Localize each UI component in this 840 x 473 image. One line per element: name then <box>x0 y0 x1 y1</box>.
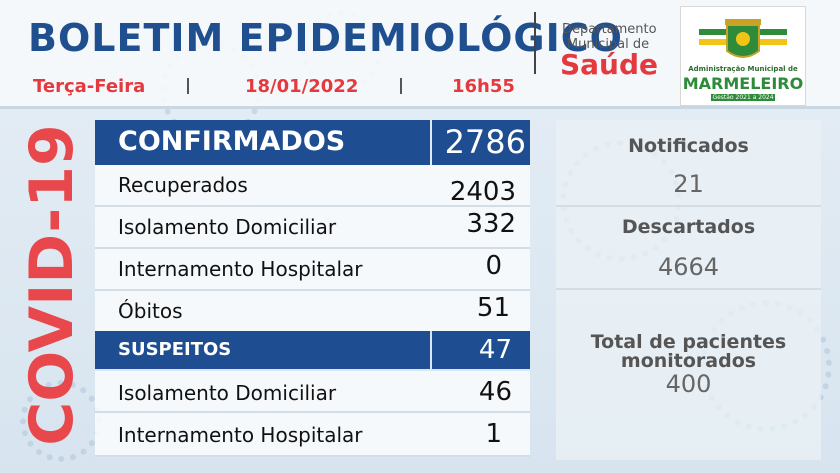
logo-text-1: Administração Municipal de <box>688 65 798 73</box>
weekday-label: Terça-Feira <box>33 76 146 97</box>
confirmados-header: CONFIRMADOS <box>95 120 430 165</box>
row-label: Internamento Hospitalar <box>118 423 363 447</box>
descartados-value: 4664 <box>657 253 720 281</box>
monitorados-label-line-1: Total de pacientes <box>590 331 787 353</box>
logo-text-3: Gestão 2021 a 2024 <box>711 94 775 101</box>
row-label: Isolamento Domiciliar <box>118 215 337 239</box>
suspeitos-label: SUSPEITOS <box>118 339 232 360</box>
page-title: BOLETIM EPIDEMIOLÓGICO <box>28 16 623 60</box>
confirmados-value: 2786 <box>432 120 530 165</box>
department-line-2: Municipal de <box>566 37 650 52</box>
table-row: Internamento Hospitalar 1 <box>95 413 530 457</box>
monitorados-label-line-2: monitorados <box>620 350 757 372</box>
table-row: Recuperados 2403 <box>95 165 530 207</box>
time-label: 16h55 <box>452 76 515 97</box>
row-label: Óbitos <box>118 299 183 323</box>
row-label: Isolamento Domiciliar <box>118 381 337 405</box>
department-name: Saúde <box>560 48 659 81</box>
row-value: 51 <box>476 293 510 323</box>
suspeitos-value: 47 <box>432 331 530 369</box>
panel-divider <box>556 288 821 290</box>
covid-side-label: COVID-19 <box>17 124 87 446</box>
notificados-value: 21 <box>673 170 704 198</box>
suspeitos-header: SUSPEITOS <box>95 331 430 369</box>
department-label: Departamento Municipal de <box>562 22 657 52</box>
row-label: Internamento Hospitalar <box>118 257 363 281</box>
table-row: Óbitos 51 <box>95 291 530 333</box>
row-value: 1 <box>485 419 502 449</box>
monitorados-value: 400 <box>665 370 712 398</box>
table-row: Isolamento Domiciliar 332 <box>95 207 530 249</box>
row-value: 0 <box>485 251 502 281</box>
descartados-label: Descartados <box>621 216 756 238</box>
coat-of-arms-icon <box>699 19 787 58</box>
separator <box>400 78 402 94</box>
table-row: Internamento Hospitalar 0 <box>95 249 530 291</box>
header-divider <box>0 106 840 109</box>
row-value: 332 <box>466 209 516 239</box>
department-line-1: Departamento <box>562 22 657 37</box>
table-row: Isolamento Domiciliar 46 <box>95 371 530 413</box>
row-value: 46 <box>478 377 512 407</box>
logo-text-2: MARMELEIRO <box>682 74 804 93</box>
row-value: 2403 <box>449 177 516 207</box>
separator <box>187 78 189 94</box>
municipal-logo: Administração Municipal de MARMELEIRO Ge… <box>680 6 806 106</box>
confirmados-label: CONFIRMADOS <box>118 126 346 157</box>
notificados-label: Notificados <box>628 135 749 157</box>
date-label: 18/01/2022 <box>245 76 359 97</box>
panel-divider <box>556 205 821 207</box>
row-label: Recuperados <box>118 173 248 197</box>
monitorados-label: Total de pacientes monitorados <box>556 333 821 371</box>
vertical-divider <box>534 12 536 74</box>
summary-panel <box>556 120 821 460</box>
